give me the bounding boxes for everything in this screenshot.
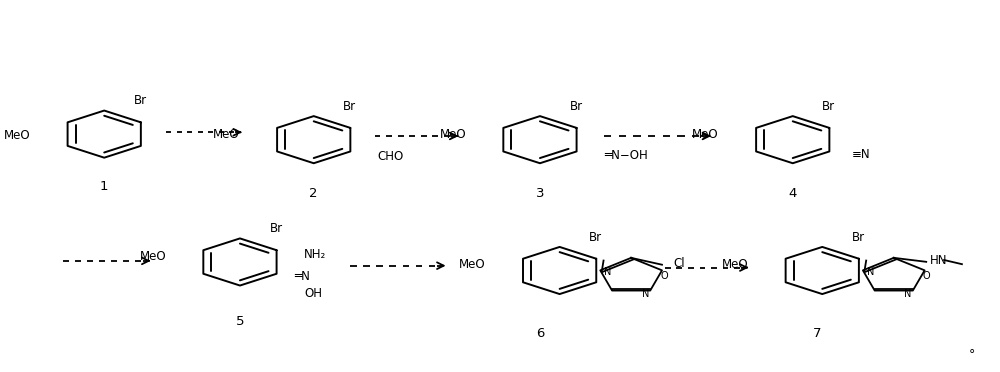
Text: MeO: MeO [459, 259, 486, 272]
Text: CHO: CHO [378, 150, 404, 163]
Text: Br: Br [134, 94, 147, 107]
Text: Br: Br [852, 231, 865, 244]
Text: 3: 3 [536, 187, 544, 200]
Text: °: ° [969, 348, 975, 361]
Text: N: N [604, 267, 612, 277]
Text: MeO: MeO [722, 259, 748, 272]
Text: Br: Br [343, 100, 356, 113]
Text: N: N [904, 289, 912, 299]
Text: O: O [660, 271, 668, 281]
Text: N: N [642, 289, 649, 299]
Text: N: N [867, 267, 874, 277]
Text: Br: Br [269, 222, 283, 235]
Text: ═N: ═N [294, 270, 310, 283]
Text: MeO: MeO [440, 128, 466, 141]
Text: MeO: MeO [140, 250, 166, 263]
Text: MeO: MeO [213, 128, 240, 141]
Text: 2: 2 [309, 187, 318, 200]
Text: Br: Br [589, 231, 602, 244]
Text: HN: HN [929, 254, 947, 267]
Text: NH₂: NH₂ [304, 248, 326, 261]
Text: MeO: MeO [4, 129, 30, 142]
Text: Cl: Cl [673, 257, 685, 270]
Text: ═N−OH: ═N−OH [604, 149, 648, 162]
Text: Br: Br [569, 100, 583, 113]
Text: 7: 7 [813, 327, 822, 340]
Text: 6: 6 [536, 327, 544, 340]
Text: 5: 5 [236, 315, 244, 328]
Text: 4: 4 [789, 187, 797, 200]
Text: Br: Br [822, 100, 835, 113]
Text: OH: OH [304, 287, 322, 300]
Text: ≡N: ≡N [852, 148, 870, 161]
Text: O: O [923, 271, 930, 281]
Text: 1: 1 [100, 180, 108, 192]
Text: MeO: MeO [692, 128, 719, 141]
